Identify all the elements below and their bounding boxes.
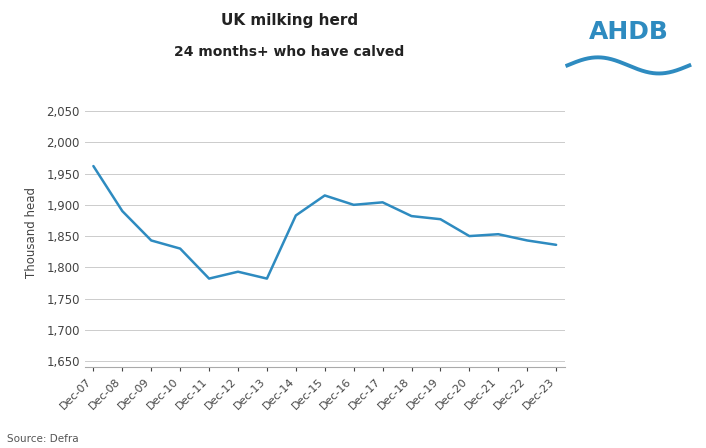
- Text: AHDB: AHDB: [588, 20, 669, 43]
- Text: UK milking herd: UK milking herd: [221, 13, 358, 28]
- Y-axis label: Thousand head: Thousand head: [25, 187, 38, 279]
- Text: Source: Defra: Source: Defra: [7, 434, 78, 444]
- Text: 24 months+ who have calved: 24 months+ who have calved: [174, 45, 405, 59]
